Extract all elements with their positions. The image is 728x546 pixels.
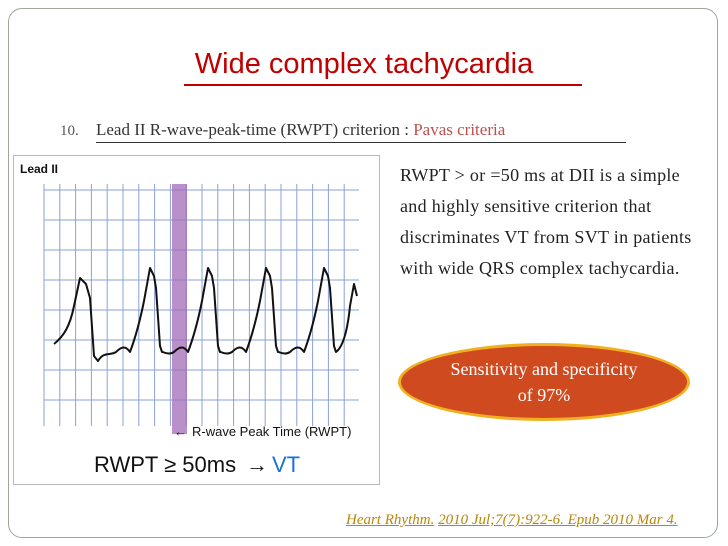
- bullet-number: 10.: [60, 123, 79, 139]
- citation-journal[interactable]: Heart Rhythm.: [346, 512, 435, 528]
- criterion-text: RWPT ≥ 50ms: [94, 452, 236, 477]
- ecg-trace: [53, 267, 358, 362]
- description-text: RWPT > or =50 ms at DII is a simple and …: [400, 165, 692, 278]
- rwpt-band: [172, 184, 187, 434]
- criterion-arrow: →: [246, 452, 268, 477]
- ecg-svg: Lead II ← R-wave Peak Time (RWPT) RWPT ≥…: [20, 162, 359, 477]
- lead-label: Lead II: [20, 162, 58, 176]
- bullet-highlight: Pavas criteria: [413, 120, 506, 139]
- caption-arrow: ←: [174, 424, 187, 439]
- slide-frame: [8, 8, 718, 538]
- bullet-underline: [96, 142, 626, 144]
- bullet-text: Lead II R-wave-peak-time (RWPT) criterio…: [96, 120, 414, 139]
- title-underline: [184, 84, 582, 86]
- criterion-result: VT: [272, 452, 300, 477]
- citation[interactable]: Heart Rhythm. 2010 Jul;7(7):922-6. Epub …: [346, 512, 678, 529]
- ecg-caption: R-wave Peak Time (RWPT): [192, 424, 351, 439]
- ecg-figure: Lead II ← R-wave Peak Time (RWPT) RWPT ≥…: [13, 155, 380, 485]
- sensitivity-callout: Sensitivity and specificity of 97%: [398, 343, 690, 421]
- callout-text: Sensitivity and specificity of 97%: [450, 359, 638, 405]
- bullet-item-10: 10. Lead II R-wave-peak-time (RWPT) crite…: [60, 120, 505, 140]
- slide-title: Wide complex tachycardia: [194, 48, 534, 80]
- citation-details[interactable]: 2010 Jul;7(7):922-6. Epub 2010 Mar 4.: [438, 512, 678, 528]
